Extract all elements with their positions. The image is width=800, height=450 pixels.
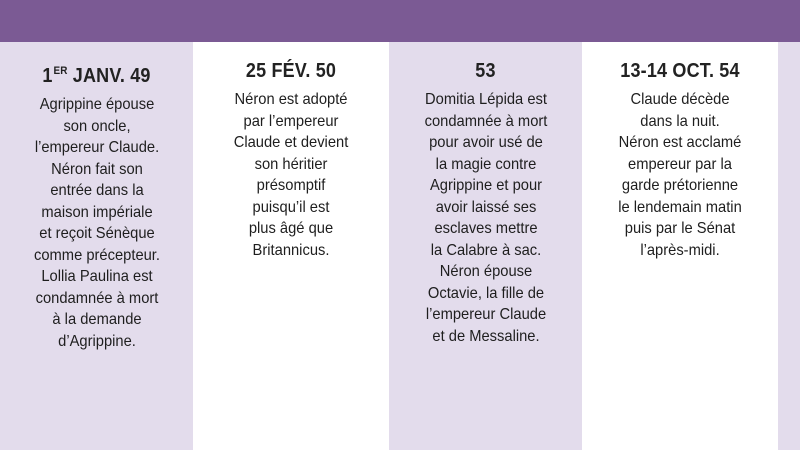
- timeline-text: Domitia Lépida est condamnée à mort pour…: [424, 91, 547, 345]
- header-bar: [0, 0, 800, 42]
- timeline-text: Agrippine épouse son oncle, l’empereur C…: [33, 96, 160, 350]
- timeline-column-2: 25 FÉV. 50 Néron est adopté par l’empere…: [193, 42, 389, 450]
- timeline-date: 25 FÉV. 50: [245, 60, 337, 82]
- timeline: 1ER JANV. 49 Agrippine épouse son oncle,…: [0, 42, 800, 450]
- date-day: 1: [42, 65, 53, 87]
- timeline-text: Claude décède dans la nuit. Néron est ac…: [618, 91, 742, 259]
- timeline-column-4: 13-14 OCT. 54 Claude décède dans la nuit…: [582, 42, 778, 450]
- date-month-year: JANV. 49: [67, 65, 151, 87]
- timeline-column-edge: [778, 42, 800, 450]
- timeline-text: Néron est adopté par l’empereur Claude e…: [233, 91, 349, 259]
- timeline-date: 13-14 OCT. 54: [620, 60, 740, 82]
- timeline-column-3: 53 Domitia Lépida est condamnée à mort p…: [389, 42, 582, 450]
- timeline-column-1: 1ER JANV. 49 Agrippine épouse son oncle,…: [0, 42, 193, 450]
- date-ordinal: ER: [53, 65, 68, 77]
- timeline-date: 53: [475, 60, 496, 82]
- timeline-date: 1ER JANV. 49: [10, 58, 184, 89]
